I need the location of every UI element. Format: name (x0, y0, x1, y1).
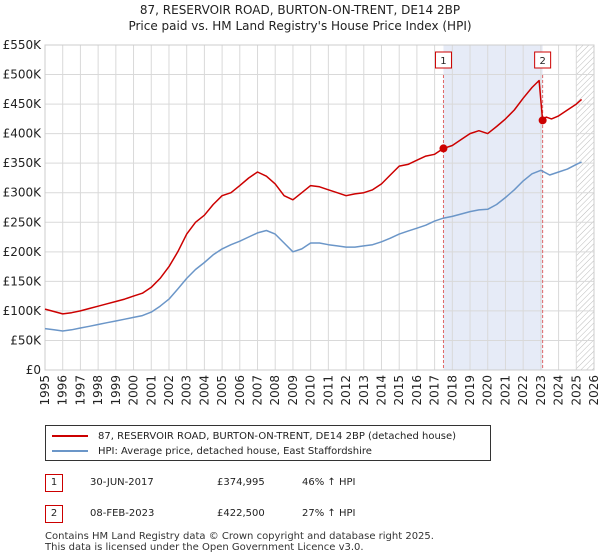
y-tick-label: £250K (3, 215, 43, 229)
x-tick-label: 2025 (569, 375, 583, 406)
y-tick-label: £500K (3, 68, 43, 82)
y-tick-label: £400K (3, 127, 43, 141)
x-tick-label: 2006 (233, 375, 247, 406)
y-tick-label: £450K (3, 97, 43, 111)
sale-price-2: £422,500 (217, 508, 265, 519)
x-tick-label: 1996 (56, 375, 70, 406)
sale-hpi-1: 46% ↑ HPI (302, 477, 356, 488)
legend-label-hpi: HPI: Average price, detached house, East… (98, 445, 372, 457)
x-tick-label: 1995 (38, 375, 52, 406)
legend-swatch-price (52, 435, 88, 437)
chart-legend: 87, RESERVOIR ROAD, BURTON-ON-TRENT, DE1… (45, 425, 491, 461)
x-tick-label: 2019 (463, 375, 477, 406)
legend-item-price: 87, RESERVOIR ROAD, BURTON-ON-TRENT, DE1… (52, 429, 456, 443)
y-tick-label: £350K (3, 156, 43, 170)
y-tick-label: £300K (3, 186, 43, 200)
sale-price-1: £374,995 (217, 477, 265, 488)
sale-point-1 (439, 144, 448, 153)
x-tick-label: 1998 (91, 375, 105, 406)
x-tick-label: 1999 (109, 375, 123, 406)
y-tick-label: £0 (26, 363, 41, 377)
price-paid-line (44, 79, 583, 315)
x-tick-label: 2007 (251, 375, 265, 406)
hpi-line (44, 161, 582, 332)
y-tick-label: £50K (10, 333, 42, 347)
x-tick-label: 2009 (286, 375, 300, 406)
x-tick-label: 2012 (339, 375, 353, 406)
sale-badge-1: 1 (45, 474, 63, 492)
price-chart: £0 £50K £100K £150K £200K £250K £300K £350K £400… (3, 38, 600, 406)
x-tick-label: 2002 (162, 375, 176, 406)
x-tick-label: 1997 (73, 375, 87, 406)
footer-licence: This data is licensed under the Open Gov… (45, 542, 364, 553)
sale-point-2 (538, 116, 547, 125)
x-tick-label: 2020 (481, 375, 495, 406)
x-tick-label: 2016 (410, 375, 424, 406)
sale-marker-badge-2 (534, 51, 552, 69)
x-tick-label: 2026 (587, 375, 600, 406)
legend-swatch-hpi (52, 450, 88, 452)
x-tick-label: 2010 (304, 375, 318, 406)
x-tick-label: 2000 (127, 375, 141, 406)
sale-period-shade (443, 45, 543, 370)
x-tick-label: 2001 (144, 375, 158, 406)
x-tick-label: 2021 (498, 375, 512, 406)
legend-label-price: 87, RESERVOIR ROAD, BURTON-ON-TRENT, DE1… (98, 430, 457, 442)
x-tick-label: 2013 (357, 375, 371, 406)
sale-date-2: 08-FEB-2023 (90, 508, 155, 519)
y-tick-label: £150K (3, 274, 43, 288)
sale-marker-badge-label-2: 2 (539, 56, 545, 67)
x-tick-label: 2008 (268, 375, 282, 406)
x-tick-label: 2005 (215, 375, 229, 406)
y-tick-label: £550K (3, 38, 43, 52)
x-tick-label: 2015 (392, 375, 406, 406)
chart-title: 87, RESERVOIR ROAD, BURTON-ON-TRENT, DE1… (139, 3, 461, 17)
x-tick-label: 2003 (180, 375, 194, 406)
y-tick-label: £200K (3, 245, 43, 259)
x-tick-label: 2023 (534, 375, 548, 406)
forecast-hatch (576, 45, 594, 370)
sale-marker-badge-label-1: 1 (440, 56, 446, 67)
chart-subtitle: Price paid vs. HM Land Registry's House … (128, 19, 472, 33)
x-tick-label: 2024 (552, 375, 566, 406)
x-tick-label: 2011 (321, 375, 335, 406)
sale-badge-2: 2 (45, 505, 63, 523)
plot-frame (44, 44, 595, 371)
footer-copyright: Contains HM Land Registry data © Crown c… (45, 531, 434, 542)
x-tick-label: 2014 (374, 375, 388, 406)
x-tick-label: 2017 (428, 375, 442, 406)
x-tick-label: 2004 (197, 375, 211, 406)
sale-hpi-2: 27% ↑ HPI (302, 508, 356, 519)
sale-date-1: 30-JUN-2017 (90, 477, 154, 488)
x-tick-label: 2018 (445, 375, 459, 406)
y-tick-label: £100K (3, 304, 43, 318)
x-tick-label: 2022 (516, 375, 530, 406)
sale-marker-badge-1 (434, 51, 452, 69)
legend-item-hpi: HPI: Average price, detached house, East… (52, 444, 372, 458)
